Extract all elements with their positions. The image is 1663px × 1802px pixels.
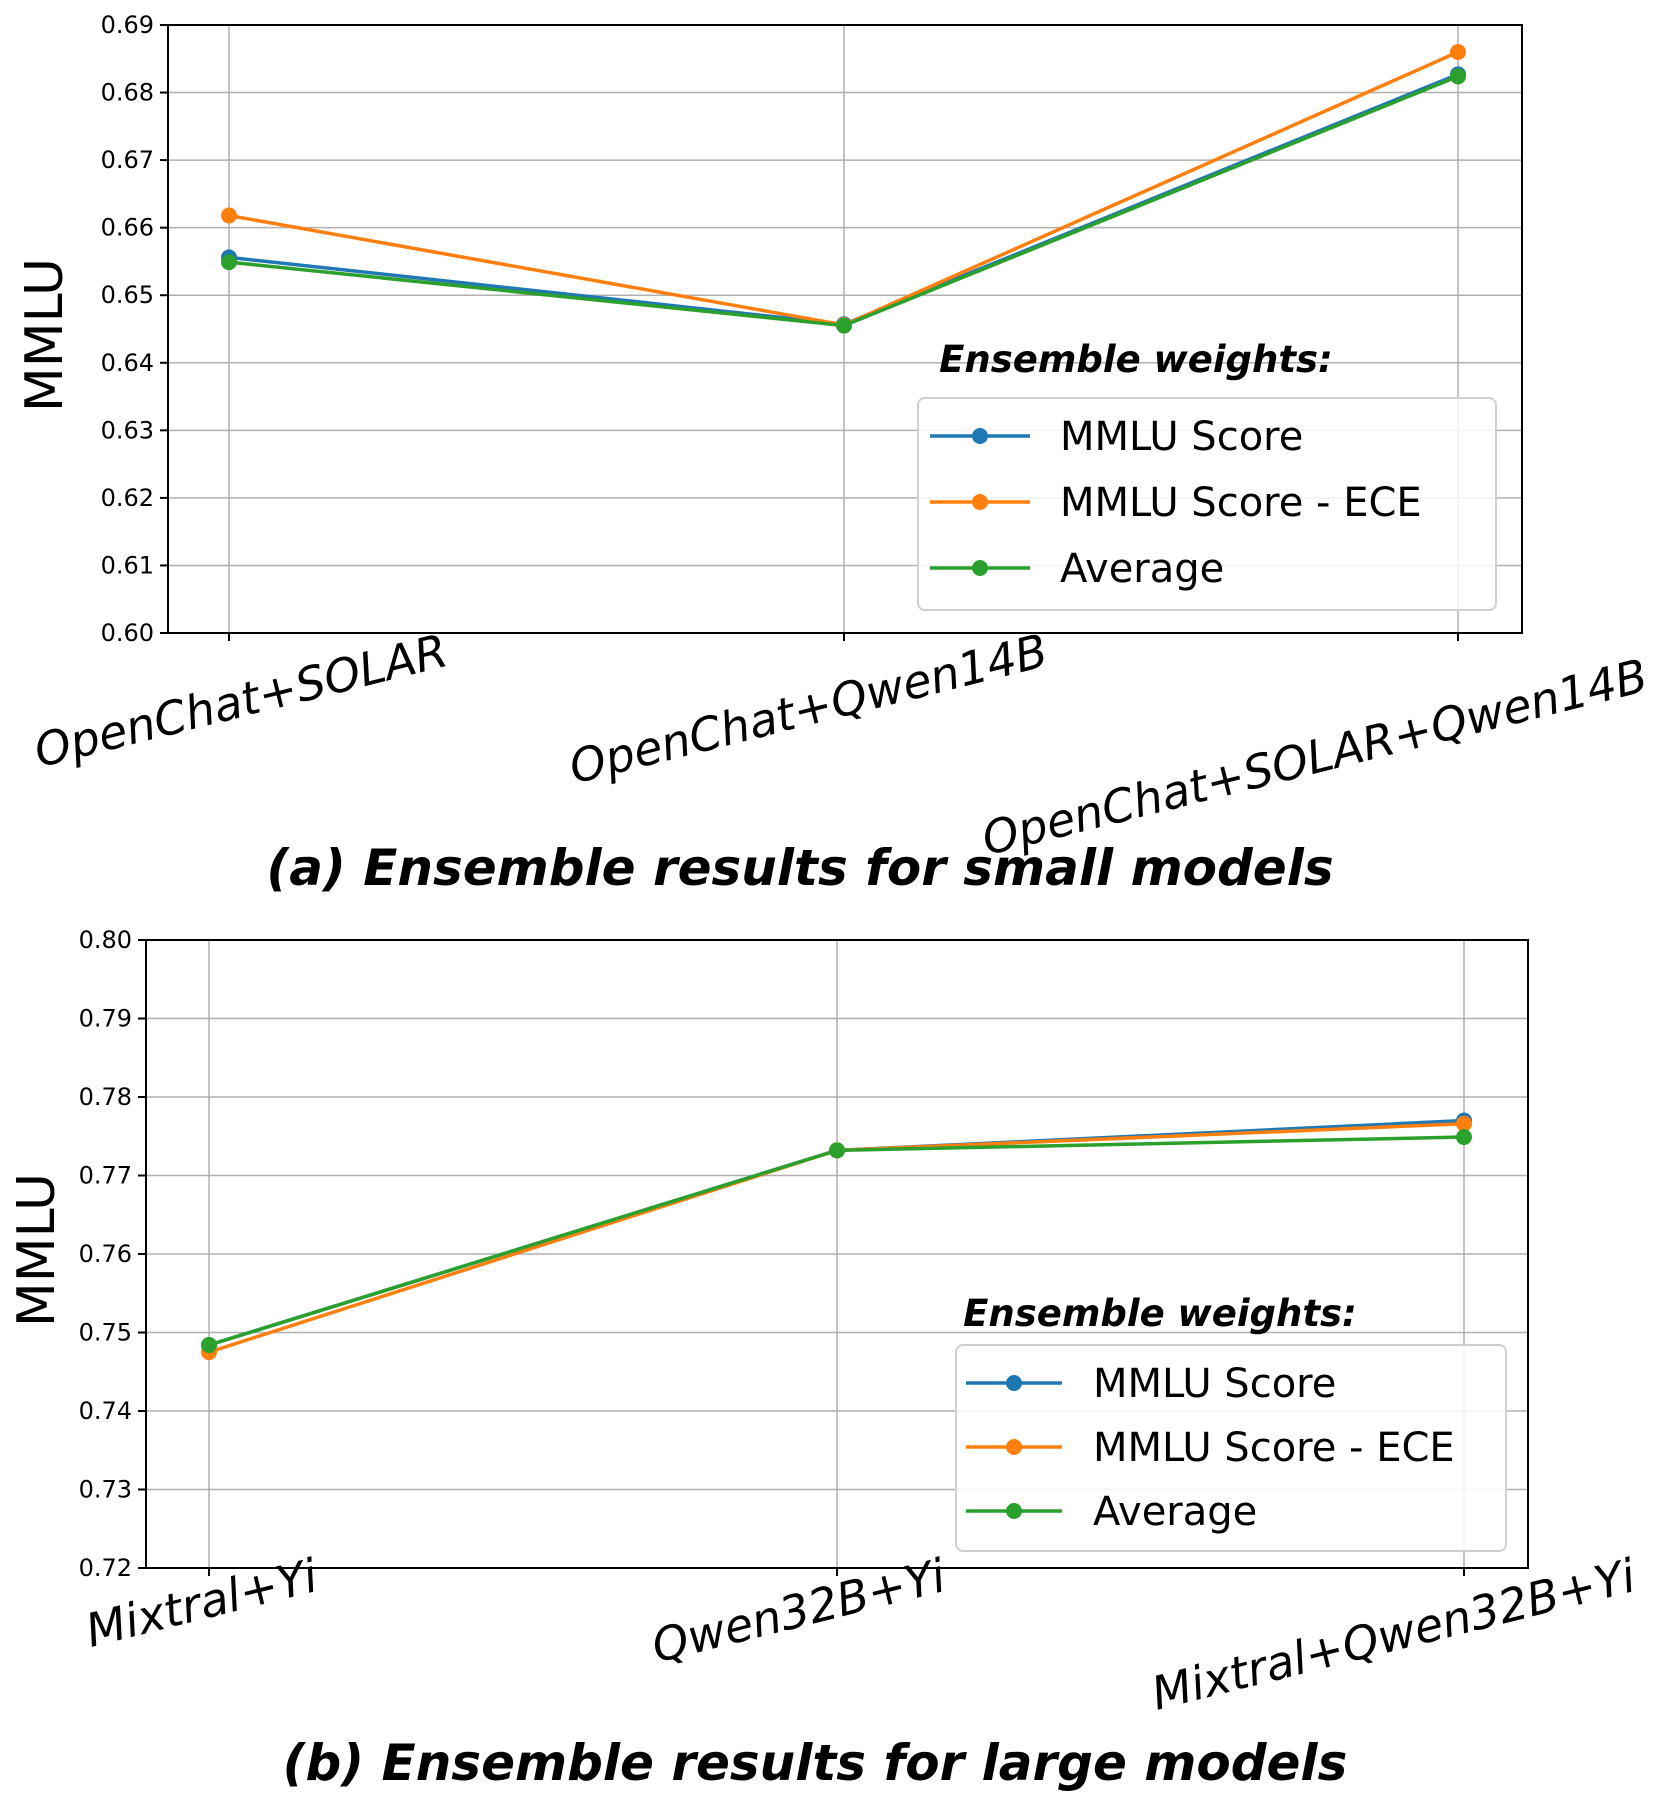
y-tick-label: 0.79 — [79, 1005, 132, 1033]
legend-label-mmlu-score: MMLU Score — [1060, 414, 1303, 460]
y-tick-label: 0.64 — [101, 349, 154, 377]
y-tick-label: 0.65 — [101, 281, 154, 309]
legend-marker-mmlu-score-ece — [1006, 1439, 1022, 1455]
chart-small-models: 0.60 0.61 0.62 0.63 0.64 0.65 0.66 0.67 0.68 0.69… — [15, 11, 1653, 897]
legend-label-mmlu-score: MMLU Score — [1093, 1361, 1336, 1407]
y-tick-label: 0.61 — [101, 551, 154, 579]
x-tick-label-qwen32b-yi: Qwen32B+Yi — [647, 1548, 951, 1673]
chart-large-models: 0.72 0.73 0.74 0.75 0.76 0.77 0.78 0.79 0.80 Mixt… — [7, 926, 1641, 1792]
y-tick-label: 0.74 — [79, 1397, 132, 1425]
x-tick-label-openchat-qwen14b: OpenChat+Qwen14B — [564, 623, 1053, 794]
data-point-mmlu-score-ece — [1456, 1115, 1472, 1132]
legend-title: Ensemble weights: — [963, 1292, 1357, 1335]
legend-marker-average — [972, 560, 988, 576]
y-tick-label: 0.72 — [79, 1554, 132, 1582]
legend-label-mmlu-score-ece: MMLU Score - ECE — [1093, 1425, 1455, 1471]
y-tick-label: 0.62 — [101, 484, 154, 512]
series-average — [221, 68, 1466, 334]
x-tick-label-openchat-solar: OpenChat+SOLAR — [29, 623, 453, 778]
y-tick-label: 0.68 — [101, 79, 154, 107]
data-point-mmlu-score-ece — [221, 207, 237, 224]
legend-marker-mmlu-score — [1006, 1375, 1022, 1391]
series-average — [201, 1129, 1472, 1354]
y-axis-label: MMLU — [7, 1173, 67, 1327]
data-point-mmlu-score-ece — [1450, 44, 1466, 61]
y-tick-label: 0.73 — [79, 1476, 132, 1504]
legend-marker-mmlu-score — [972, 428, 988, 444]
chart-caption: (a) Ensemble results for small models — [266, 839, 1333, 897]
y-tick-label: 0.66 — [101, 214, 154, 242]
legend-label-mmlu-score-ece: MMLU Score - ECE — [1060, 480, 1422, 526]
legend-label-average: Average — [1060, 546, 1224, 592]
legend-marker-average — [1006, 1503, 1022, 1519]
legend-marker-mmlu-score-ece — [972, 494, 988, 510]
x-tick-label-mixtral-qwen32b-yi: Mixtral+Qwen32B+Yi — [1146, 1548, 1641, 1720]
legend: MMLU Score MMLU Score - ECE Average — [955, 1344, 1507, 1552]
legend-box — [955, 1344, 1507, 1552]
y-axis-label: MMLU — [15, 258, 75, 412]
y-tick-label: 0.75 — [79, 1319, 132, 1347]
data-point-average — [221, 254, 237, 271]
legend-title: Ensemble weights: — [939, 338, 1333, 381]
y-tick-label: 0.80 — [79, 926, 132, 954]
y-tick-label: 0.77 — [79, 1162, 132, 1190]
data-point-average — [836, 317, 852, 334]
y-tick-label: 0.67 — [101, 146, 154, 174]
data-point-average — [829, 1142, 845, 1159]
data-point-average — [1456, 1129, 1472, 1146]
legend-label-average: Average — [1093, 1489, 1257, 1535]
y-tick-label: 0.76 — [79, 1240, 132, 1268]
chart-caption: (b) Ensemble results for large models — [283, 1734, 1348, 1792]
x-tick-label-openchat-solar-qwen14b: OpenChat+SOLAR+Qwen14B — [977, 648, 1653, 866]
data-point-average — [201, 1337, 217, 1354]
y-tick-label: 0.63 — [101, 416, 154, 444]
y-tick-label: 0.69 — [101, 11, 154, 39]
y-tick-label: 0.78 — [79, 1083, 132, 1111]
y-tick-label: 0.60 — [101, 619, 154, 647]
data-point-average — [1450, 68, 1466, 85]
legend-box — [917, 397, 1497, 611]
legend: MMLU Score MMLU Score - ECE Average — [917, 397, 1497, 611]
